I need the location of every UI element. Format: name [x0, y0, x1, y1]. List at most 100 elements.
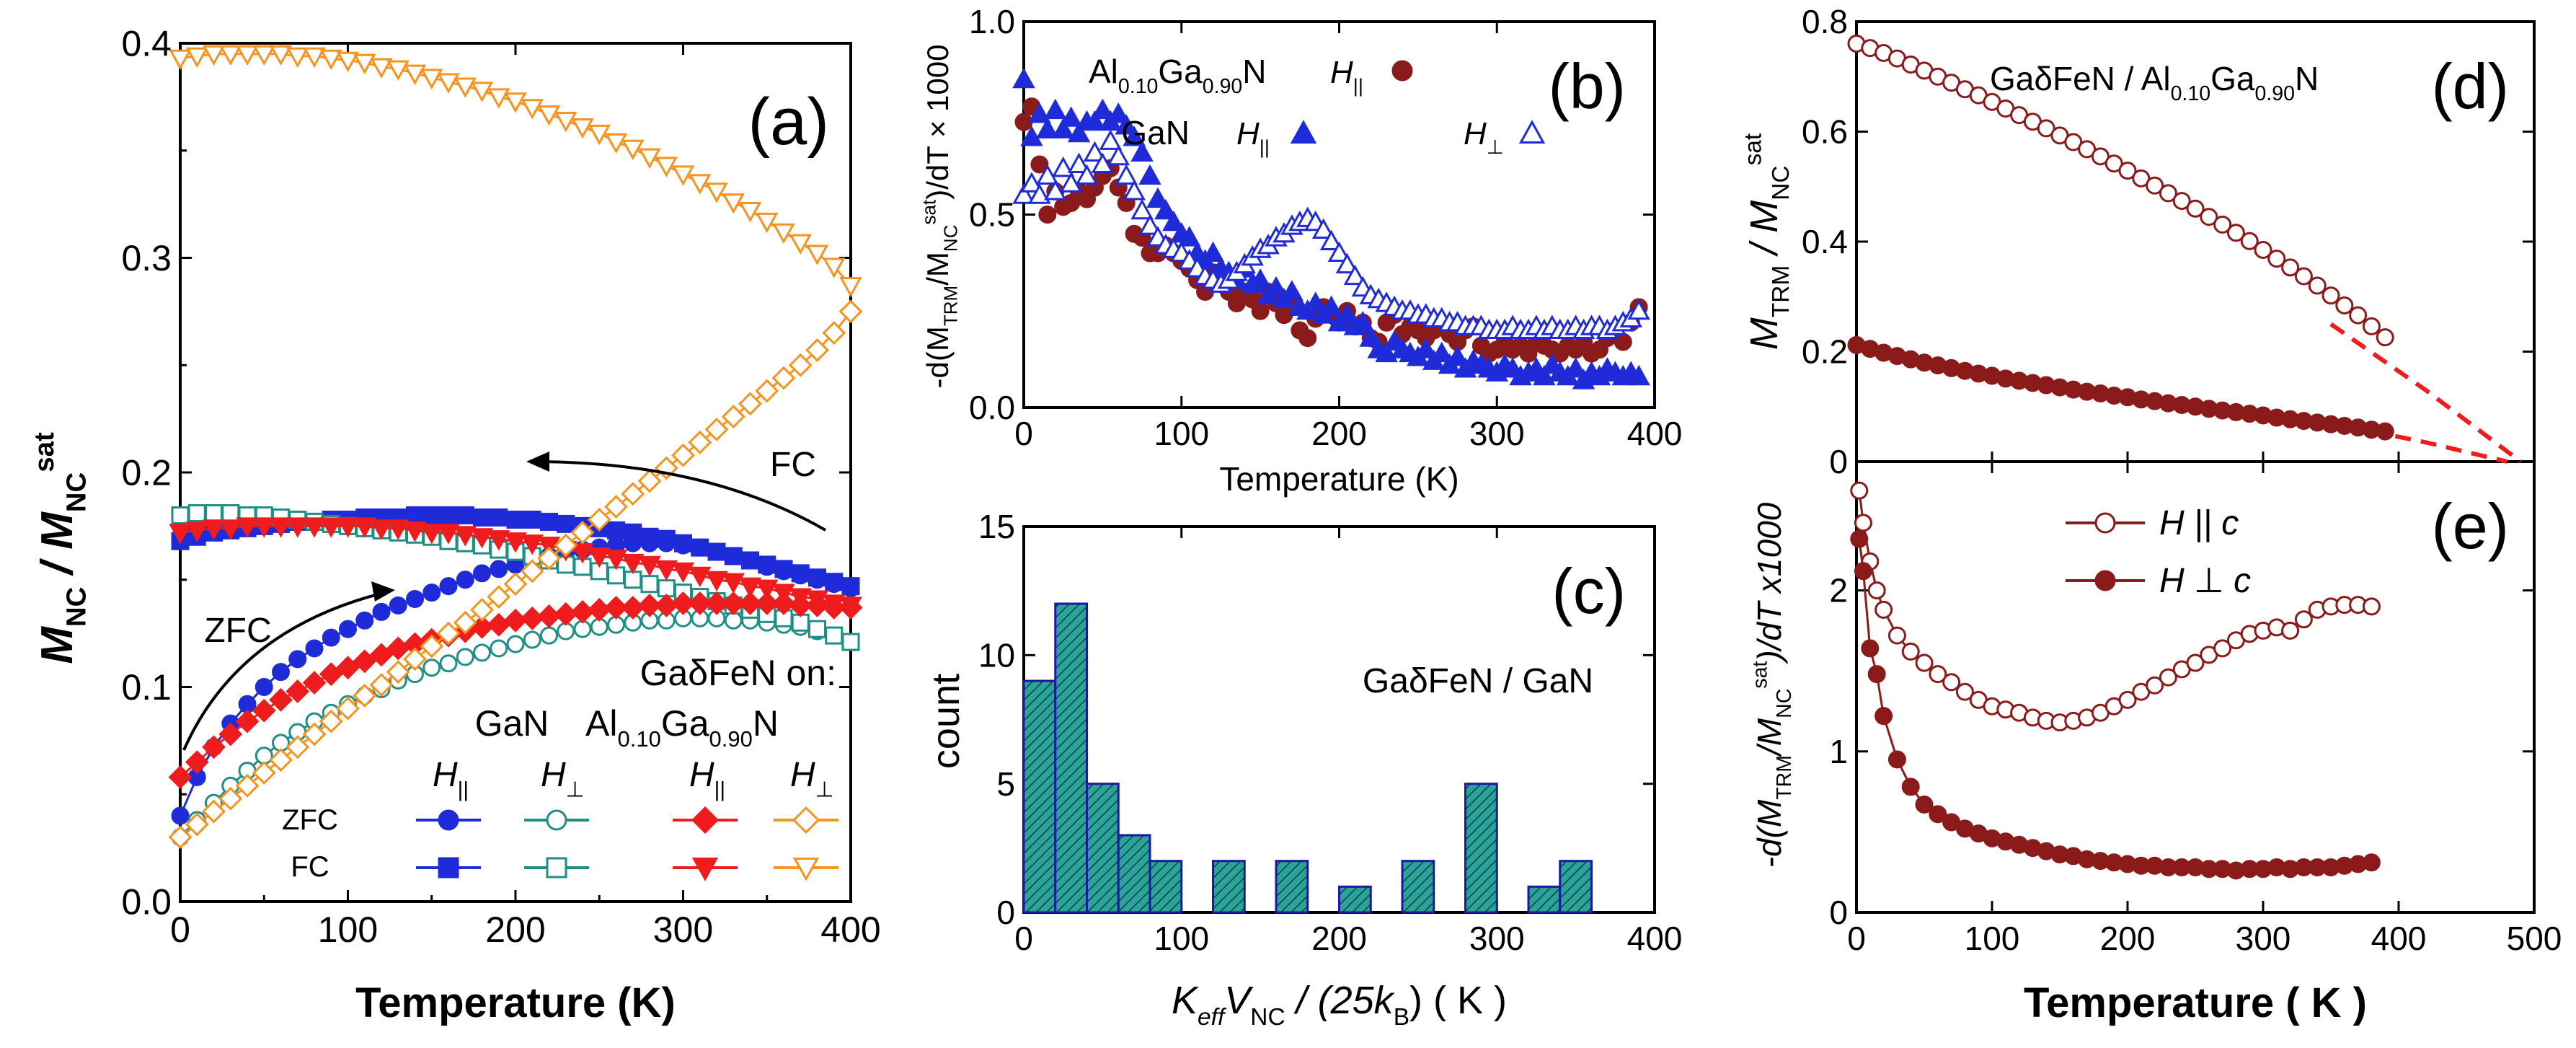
panel-a-point — [756, 579, 779, 600]
panel-a-point — [490, 560, 508, 578]
panel-d-point — [2091, 147, 2110, 166]
panel-e-point — [2362, 853, 2381, 872]
panel-b-point — [1083, 110, 1107, 131]
panel-a-ytick-label: 0.4 — [121, 24, 172, 64]
panel-a-point — [420, 524, 443, 545]
panel-b-point — [1138, 214, 1161, 235]
panel-a-point — [403, 647, 427, 671]
panel-b-legend-marker — [1391, 60, 1413, 82]
legend-marker — [546, 809, 567, 831]
panel-a-point — [823, 594, 846, 615]
panel-e-xlabel: Temperature ( K ) — [2024, 979, 2367, 1026]
panel-a-point — [272, 663, 290, 682]
panel-a-point — [372, 602, 391, 621]
panel-a-xlabel: Temperature (K) — [355, 979, 676, 1026]
panel-a-point — [319, 709, 343, 734]
panel-b-point — [1091, 98, 1115, 120]
panel-b-point — [1319, 295, 1343, 316]
panel-a-point — [571, 118, 594, 139]
panel-a-point — [839, 277, 862, 298]
panel-a-point — [772, 584, 795, 604]
panel-b-point — [1533, 364, 1556, 386]
panel-d-point — [2172, 192, 2191, 211]
panel-b-point — [1083, 141, 1107, 162]
panel-a-point — [473, 564, 491, 583]
panel-a-point — [504, 532, 527, 553]
panel-a-xtick-label: 400 — [820, 910, 880, 950]
panel-a-point — [604, 495, 628, 519]
panel-a-point — [339, 620, 357, 638]
panel-a-point — [286, 517, 309, 538]
panel-b-point — [1415, 338, 1438, 358]
panel-d-point — [2376, 422, 2394, 441]
panel-d-point — [2146, 176, 2164, 195]
panel-b-legend-hperp: H⊥ — [1464, 116, 1504, 158]
panel-a-point — [689, 566, 712, 588]
panel-a-point — [456, 506, 474, 524]
panel-a-point — [805, 338, 829, 362]
panel-a-point — [269, 45, 293, 66]
panel-a-point — [319, 517, 342, 538]
panel-b-point — [1051, 118, 1075, 138]
panel-a-point — [288, 650, 307, 669]
panel-a-point — [303, 47, 326, 69]
panel-a-point — [252, 698, 276, 723]
panel-d-point — [2104, 154, 2123, 173]
panel-a-point — [788, 353, 813, 377]
panel-b-point — [1115, 114, 1138, 135]
panel-a-ytick-label: 0.1 — [121, 667, 172, 708]
panel-b-point — [1130, 141, 1154, 162]
panel-a-point — [252, 761, 276, 785]
panel-b-ylabel: -d(MTRM/MNCsat)/dT × 1000 — [918, 45, 961, 389]
panel-a-point — [805, 245, 829, 265]
panel-b-point — [1375, 341, 1398, 363]
histogram-bar — [1148, 860, 1183, 914]
panel-d-point — [2294, 267, 2313, 286]
legend-marker — [792, 806, 820, 835]
panel-d-ytick-label: 0.8 — [1802, 3, 1848, 40]
panel-a-point — [774, 560, 793, 578]
panel-a-point — [704, 418, 729, 441]
panel-d-point — [2281, 258, 2300, 277]
panel-a-point — [688, 430, 712, 454]
panel-b-point — [1044, 180, 1067, 201]
panel-a-point — [624, 523, 642, 542]
panel-e-ytick-label: 0 — [1829, 894, 1848, 931]
panel-a-point — [689, 174, 712, 195]
panel-a-point — [487, 612, 511, 637]
panel-b-point — [1059, 172, 1083, 193]
panel-b-point — [1028, 183, 1051, 204]
panel-e-xtick-label: 200 — [2100, 920, 2156, 957]
panel-a-point — [386, 519, 410, 540]
panel-b-point — [1614, 333, 1632, 351]
panel-b-point — [1107, 102, 1130, 123]
panel-b-ytick-label: 0.0 — [969, 389, 1015, 426]
panel-a-point — [437, 524, 460, 545]
panel-a-point — [808, 568, 826, 587]
panel-a-point — [269, 517, 293, 538]
panel-a-point — [336, 696, 360, 721]
panel-e-point — [1929, 665, 1947, 684]
panel-a-ytick-label: 0.3 — [121, 238, 172, 278]
panel-b-point — [1627, 364, 1650, 386]
panel-a-point — [386, 660, 410, 684]
panel-a-point — [185, 812, 209, 837]
panel-a-point — [369, 643, 394, 667]
histogram-bar — [1086, 783, 1120, 914]
panel-a-point — [439, 506, 458, 524]
panel-a-point — [674, 534, 692, 552]
panel-b-point — [1036, 164, 1059, 185]
panel-e-point — [2213, 639, 2232, 658]
panel-b-point — [1265, 276, 1288, 297]
panel-a-point — [319, 662, 343, 687]
panel-a-point — [838, 299, 863, 324]
panel-e-xtick-label: 300 — [2236, 920, 2291, 957]
panel-a-point — [185, 47, 208, 69]
panel-a-point — [537, 537, 561, 558]
panel-a-xtick-label: 300 — [653, 910, 713, 950]
panel-b-point — [1564, 357, 1588, 378]
panel-a-point — [453, 77, 477, 98]
panel-a-point — [638, 148, 661, 169]
panel-a-point — [355, 611, 374, 630]
panel-c-title: GaδFeN / GaN — [1363, 662, 1593, 700]
